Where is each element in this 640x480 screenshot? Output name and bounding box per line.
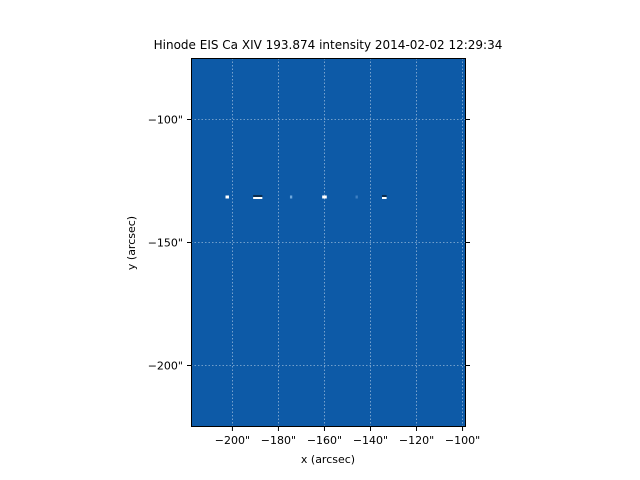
- x-tick-label-3: −140": [353, 434, 388, 447]
- feature-1-part-1: [253, 196, 263, 199]
- x-tick-label-4: −120": [399, 434, 434, 447]
- x-tick-label-5: −100": [445, 434, 480, 447]
- feature-0-part-0: [225, 195, 229, 199]
- x-tick-label-2: −160": [307, 434, 342, 447]
- feature-1-part-0: [253, 194, 263, 197]
- feature-5-part-0: [382, 194, 387, 197]
- y-tick-label-1: −150": [148, 237, 183, 250]
- chart-title: Hinode EIS Ca XIV 193.874 intensity 2014…: [154, 38, 503, 52]
- x-tick-label-1: −180": [261, 434, 296, 447]
- feature-3-part-0: [322, 195, 327, 199]
- x-axis-label: x (arcsec): [301, 453, 355, 466]
- y-tick-label-2: −200": [148, 360, 183, 373]
- y-axis-ticks: −100" −150" −200": [148, 114, 470, 373]
- feature-2-part-0: [289, 195, 293, 199]
- axes-frame: [191, 58, 466, 427]
- plot-area: [191, 58, 466, 427]
- grid-lines: [191, 58, 466, 427]
- x-tick-label-0: −200": [215, 434, 250, 447]
- x-axis-ticks: −200" −180" −160" −140" −120" −100": [215, 427, 480, 447]
- y-axis-label: y (arcsec): [125, 216, 138, 270]
- feature-4-part-0: [355, 195, 358, 199]
- y-tick-label-0: −100": [148, 114, 183, 127]
- feature-5-part-1: [382, 196, 387, 199]
- bright-features: [225, 194, 387, 199]
